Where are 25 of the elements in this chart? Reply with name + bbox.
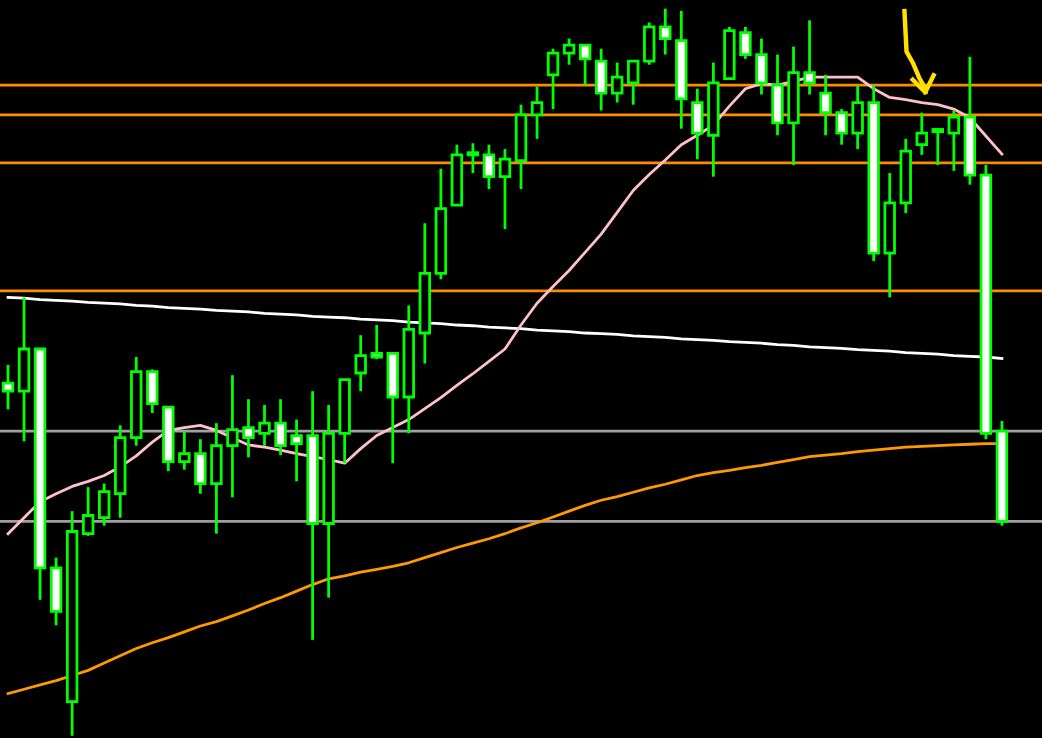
candlestick — [81, 485, 95, 538]
candlestick — [514, 103, 528, 191]
candlestick — [627, 59, 640, 107]
candlestick — [562, 37, 576, 67]
candlestick — [594, 47, 608, 112]
candlestick — [49, 556, 63, 627]
candlestick — [498, 147, 512, 231]
candlestick — [354, 333, 367, 393]
candlestick — [643, 21, 656, 67]
candlestick — [466, 141, 480, 175]
candlestick — [578, 43, 592, 87]
candlestick — [947, 109, 961, 173]
candlestick — [530, 85, 544, 141]
candlestick — [17, 295, 31, 443]
candlestick — [370, 323, 383, 361]
candlestick — [915, 111, 928, 157]
candlestick — [1, 363, 15, 411]
candlestick — [659, 7, 672, 56]
candlestick — [98, 482, 111, 528]
candlestick — [386, 351, 399, 465]
candlestick — [146, 367, 159, 415]
candlestick — [546, 47, 560, 111]
candlestick — [931, 127, 944, 167]
candlestick — [610, 61, 624, 104]
candlestick — [482, 143, 496, 191]
